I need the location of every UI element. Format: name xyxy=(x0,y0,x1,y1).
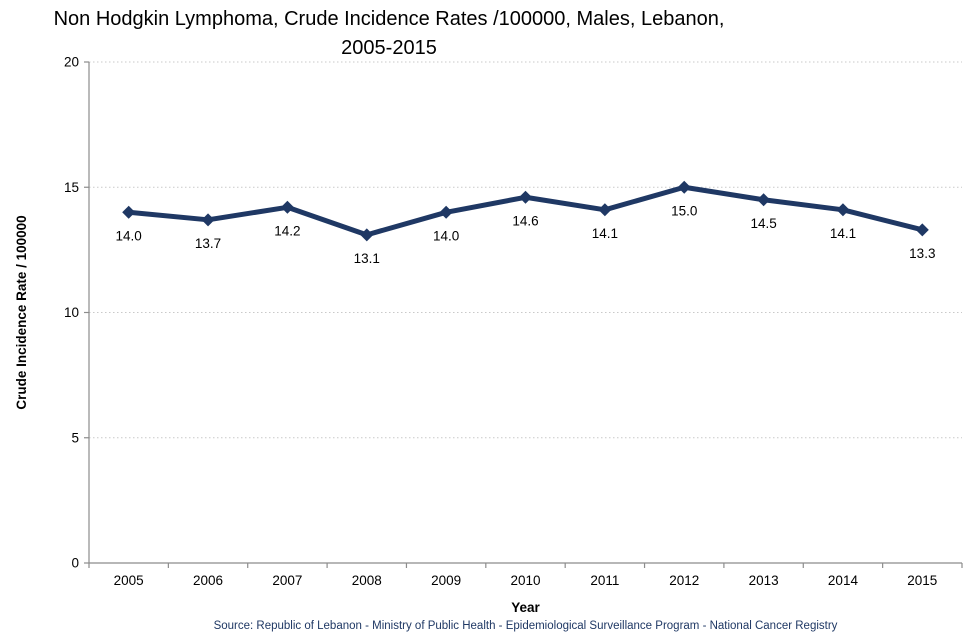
data-label: 13.1 xyxy=(354,251,380,266)
data-point-marker xyxy=(519,190,532,204)
data-point-marker xyxy=(598,203,612,217)
data-point-marker xyxy=(757,193,771,207)
y-tick-label: 20 xyxy=(64,55,79,70)
y-tick-label: 0 xyxy=(71,556,79,571)
data-point-marker xyxy=(201,213,215,227)
x-tick-label: 2011 xyxy=(590,573,619,588)
source-text: Source: Republic of Lebanon - Ministry o… xyxy=(214,620,838,632)
x-tick-label: 2010 xyxy=(510,573,540,588)
x-tick-label: 2005 xyxy=(114,573,144,588)
chart-title: Non Hodgkin Lymphoma, Crude Incidence Ra… xyxy=(28,5,750,63)
data-point-marker xyxy=(122,205,136,219)
y-tick-label: 5 xyxy=(71,430,79,445)
x-tick-label: 2015 xyxy=(907,573,937,588)
data-label: 14.1 xyxy=(592,226,618,241)
y-tick-label: 15 xyxy=(64,180,79,195)
data-label: 14.1 xyxy=(830,226,856,241)
y-axis-title: Crude Incidence Rate / 100000 xyxy=(14,215,29,409)
data-label: 15.0 xyxy=(671,203,697,218)
chart-title-line2: 2005-2015 xyxy=(341,37,437,59)
data-label: 14.5 xyxy=(750,216,776,231)
y-tick-label: 10 xyxy=(64,305,79,320)
x-tick-label: 2006 xyxy=(193,573,223,588)
x-tick-label: 2012 xyxy=(669,573,699,588)
x-tick-label: 2007 xyxy=(272,573,302,588)
data-label: 13.3 xyxy=(909,246,935,261)
data-label: 14.0 xyxy=(433,228,459,243)
x-tick-label: 2013 xyxy=(749,573,779,588)
x-tick-label: 2008 xyxy=(352,573,382,588)
data-label: 14.6 xyxy=(512,213,538,228)
data-point-marker xyxy=(836,203,850,217)
x-axis-title: Year xyxy=(511,600,540,615)
data-point-marker xyxy=(280,200,294,214)
data-point-marker xyxy=(439,205,453,219)
chart-title-line1: Non Hodgkin Lymphoma, Crude Incidence Ra… xyxy=(53,8,725,30)
data-point-marker xyxy=(915,223,929,237)
x-tick-label: 2009 xyxy=(431,573,461,588)
data-point-marker xyxy=(360,228,374,242)
data-label: 13.7 xyxy=(195,236,221,251)
data-label: 14.2 xyxy=(274,223,300,238)
data-label: 14.0 xyxy=(116,228,142,243)
x-tick-label: 2014 xyxy=(828,573,859,588)
data-point-marker xyxy=(677,180,691,194)
